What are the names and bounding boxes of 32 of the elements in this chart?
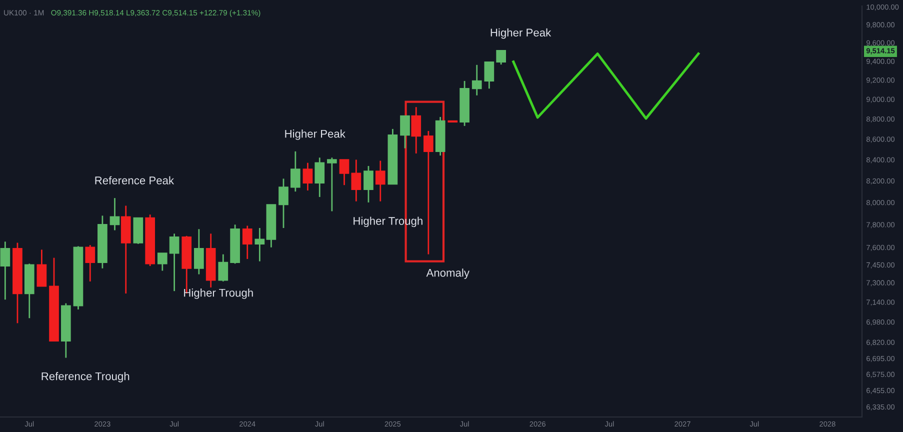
candlestick (169, 232, 180, 292)
candlestick (339, 159, 350, 186)
candlestick (364, 165, 374, 204)
candlestick (351, 159, 362, 202)
candlestick (254, 227, 265, 262)
candlestick (411, 106, 422, 154)
candlestick (157, 252, 168, 272)
annotation: Higher Peak (285, 130, 346, 140)
candlestick (472, 64, 482, 96)
annotation: Anomaly (426, 268, 470, 279)
candlestick (400, 115, 410, 149)
candlestick (327, 156, 337, 212)
line-series (512, 52, 700, 120)
candlestick (423, 130, 434, 256)
candlestick (278, 178, 288, 229)
annotation: Higher Trough (184, 288, 253, 299)
candlestick (110, 197, 120, 231)
candlestick (484, 61, 494, 90)
candlestick (194, 228, 204, 275)
candlestick (290, 150, 300, 192)
annotation: Higher Peak (490, 28, 552, 39)
candlestick (375, 160, 386, 202)
candlestick (36, 248, 47, 287)
candlestick (242, 225, 252, 260)
candlestick (496, 50, 506, 66)
candlestick (218, 254, 228, 282)
candlestick (314, 156, 325, 198)
annotation: Reference Peak (95, 176, 174, 184)
candlestick (85, 244, 96, 282)
candlestick (0, 240, 10, 300)
candlestick (302, 162, 313, 192)
annotation: Reference Trough (42, 372, 130, 382)
